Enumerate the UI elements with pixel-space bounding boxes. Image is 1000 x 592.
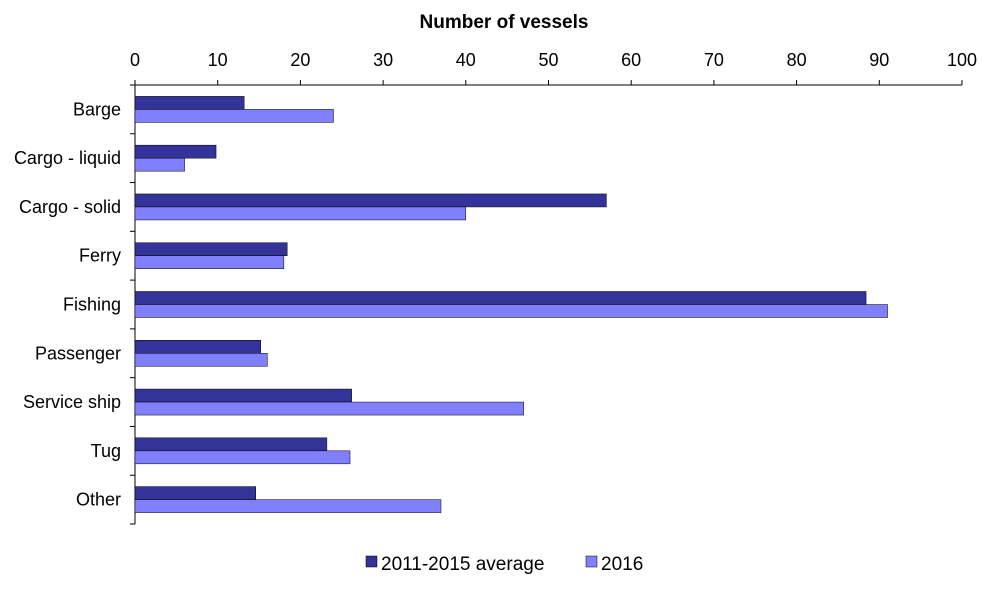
x-tick-label: 10 xyxy=(208,50,228,70)
bar-series-2 xyxy=(134,401,524,416)
x-tick-label: 80 xyxy=(787,50,807,70)
x-tick-label: 60 xyxy=(621,50,641,70)
bar-series-1 xyxy=(134,242,288,256)
bars xyxy=(134,96,888,513)
bar-series-2 xyxy=(134,109,334,123)
bar-series-1 xyxy=(134,486,256,500)
legend: 2011-2015 average 2016 xyxy=(365,554,643,575)
bar-series-2 xyxy=(134,255,285,269)
bar-series-2 xyxy=(134,499,442,513)
bar-series-1 xyxy=(134,388,352,403)
category-label: Fishing xyxy=(63,295,121,315)
category-label: Barge xyxy=(73,99,121,119)
legend-label: 2011-2015 average xyxy=(381,554,544,575)
category-label: Cargo - liquid xyxy=(14,148,121,168)
x-tick-label: 30 xyxy=(373,50,393,70)
bar-series-2 xyxy=(134,206,467,221)
x-tick-label: 50 xyxy=(538,50,558,70)
legend-swatch xyxy=(585,555,598,568)
bar-series-2 xyxy=(134,353,268,367)
x-tick-label: 70 xyxy=(704,50,724,70)
bar-series-1 xyxy=(134,144,217,159)
legend-swatch xyxy=(365,555,378,568)
category-axis: Barge Cargo - liquid Cargo - solid Ferry Fis… xyxy=(14,84,135,525)
category-label: Cargo - solid xyxy=(19,197,121,217)
category-label: Tug xyxy=(91,441,121,461)
bar-series-1 xyxy=(134,291,867,305)
category-label: Other xyxy=(76,490,121,510)
bar-series-2 xyxy=(134,304,888,318)
bar-series-1 xyxy=(134,340,261,354)
bar-series-1 xyxy=(134,193,607,208)
x-tick-label: 0 xyxy=(130,50,140,70)
bar-series-2 xyxy=(134,450,351,465)
category-label: Ferry xyxy=(79,246,121,266)
x-axis: 0 10 20 30 40 50 60 70 80 90 100 xyxy=(130,50,977,524)
chart-title: Number of vessels xyxy=(420,12,589,33)
category-label: Service ship xyxy=(23,392,121,412)
x-tick-label: 40 xyxy=(456,50,476,70)
bar-series-1 xyxy=(134,437,328,452)
bar-series-1 xyxy=(134,96,245,110)
x-tick-label: 100 xyxy=(947,50,977,70)
x-tick-label: 20 xyxy=(290,50,310,70)
legend-label: 2016 xyxy=(601,554,643,575)
x-tick-label: 90 xyxy=(869,50,889,70)
bar-series-2 xyxy=(134,157,185,172)
category-label: Passenger xyxy=(35,343,121,363)
